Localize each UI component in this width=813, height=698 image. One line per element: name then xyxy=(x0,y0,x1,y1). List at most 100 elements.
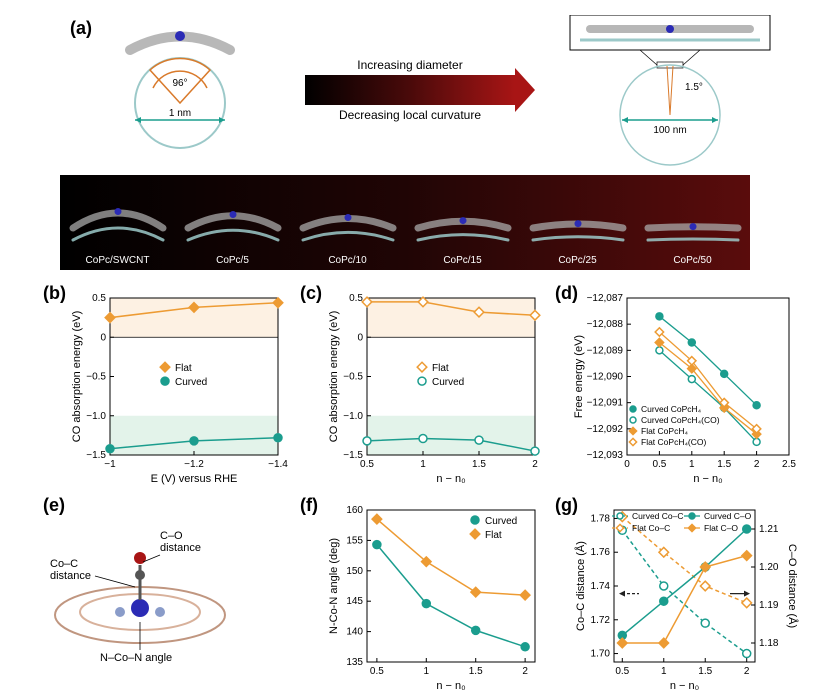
svg-text:Flat: Flat xyxy=(485,530,502,541)
panel-e: C–O distance Co–C distance N–Co–N angle xyxy=(40,510,255,680)
svg-text:1: 1 xyxy=(420,459,426,470)
svg-text:C–O distance (Å): C–O distance (Å) xyxy=(786,544,799,628)
arrow-head xyxy=(515,68,535,112)
large-tube: 1.5° 100 nm xyxy=(540,15,800,165)
svg-text:Curved: Curved xyxy=(432,377,464,388)
svg-text:1: 1 xyxy=(689,459,695,470)
svg-text:n − n₀: n − n₀ xyxy=(670,680,699,692)
svg-text:140: 140 xyxy=(346,627,363,638)
svg-text:2.5: 2.5 xyxy=(782,459,796,470)
svg-text:−1: −1 xyxy=(104,459,116,470)
svg-text:0: 0 xyxy=(624,459,630,470)
svg-text:0.5: 0.5 xyxy=(349,293,363,304)
svg-text:0.5: 0.5 xyxy=(360,459,374,470)
structure-label: CoPc/15 xyxy=(408,255,518,266)
svg-text:100 nm: 100 nm xyxy=(653,125,686,136)
svg-text:Flat CoPcH₄: Flat CoPcH₄ xyxy=(641,426,688,436)
svg-text:n − n₀: n − n₀ xyxy=(436,473,465,485)
chart-f: 1351401451501551600.511.52CurvedFlatn − … xyxy=(325,502,543,692)
svg-text:1.5: 1.5 xyxy=(469,666,483,677)
svg-text:Flat: Flat xyxy=(175,363,192,374)
svg-text:−12,089: −12,089 xyxy=(587,345,624,356)
svg-text:Curved CoPcH₄: Curved CoPcH₄ xyxy=(641,404,702,414)
svg-text:Curved C–O: Curved C–O xyxy=(704,511,752,521)
structure-label: CoPc/25 xyxy=(523,255,633,266)
svg-text:Curved: Curved xyxy=(485,516,517,527)
svg-text:n − n₀: n − n₀ xyxy=(693,473,722,485)
structure-label: CoPc/10 xyxy=(293,255,403,266)
label-f: (f) xyxy=(300,495,318,516)
svg-text:2: 2 xyxy=(754,459,760,470)
svg-text:−0.5: −0.5 xyxy=(343,372,363,383)
svg-text:Flat C–O: Flat C–O xyxy=(704,523,738,533)
svg-text:−1.2: −1.2 xyxy=(184,459,204,470)
chart-d: −12,093 −12,092 −12,091 −12,090 −12,089 −12,0… xyxy=(572,290,797,485)
svg-text:2: 2 xyxy=(522,666,528,677)
svg-text:0.5: 0.5 xyxy=(652,459,666,470)
label-c: (c) xyxy=(300,283,322,304)
svg-text:1.20: 1.20 xyxy=(759,562,779,573)
svg-text:Curved: Curved xyxy=(175,377,207,388)
arrow-top-text: Increasing diameter xyxy=(305,58,515,72)
svg-text:1.78: 1.78 xyxy=(591,513,611,524)
svg-text:1: 1 xyxy=(424,666,430,677)
svg-text:E (V) versus RHE: E (V) versus RHE xyxy=(151,473,238,485)
svg-text:−1.4: −1.4 xyxy=(268,459,288,470)
svg-text:0: 0 xyxy=(100,332,106,343)
svg-text:1.5: 1.5 xyxy=(472,459,486,470)
svg-text:1.70: 1.70 xyxy=(591,649,611,660)
svg-text:160: 160 xyxy=(346,505,363,516)
svg-text:1 nm: 1 nm xyxy=(169,108,191,119)
svg-text:CO absorption energy (eV): CO absorption energy (eV) xyxy=(328,311,340,442)
svg-text:−12,087: −12,087 xyxy=(587,293,624,304)
svg-text:n − n₀: n − n₀ xyxy=(436,680,465,692)
svg-text:−1.0: −1.0 xyxy=(86,411,106,422)
svg-text:0.5: 0.5 xyxy=(615,666,629,677)
chart-g: 1.70 1.72 1.74 1.76 1.78 1.18 1.19 1.20 1.21 0.5 1… xyxy=(572,502,797,692)
svg-text:Co–C distance (Å): Co–C distance (Å) xyxy=(574,541,587,631)
svg-text:−12,092: −12,092 xyxy=(587,424,624,435)
chart-b: −1.5−1.0−0.500.5−1−1.2−1.4FlatCurvedE (V… xyxy=(68,290,286,485)
svg-text:1.74: 1.74 xyxy=(591,581,611,592)
structure-label: CoPc/50 xyxy=(638,255,748,266)
svg-text:2: 2 xyxy=(532,459,538,470)
svg-text:−12,088: −12,088 xyxy=(587,319,624,330)
svg-text:N-Co-N angle (deg): N-Co-N angle (deg) xyxy=(328,538,340,634)
svg-text:−12,091: −12,091 xyxy=(587,398,624,409)
svg-text:Curved CoPcH₄(CO): Curved CoPcH₄(CO) xyxy=(641,415,720,425)
coc-dist-label: Co–C distance xyxy=(50,558,91,582)
svg-text:145: 145 xyxy=(346,596,363,607)
panel-a-bottom: CoPc/SWCNT CoPc/5 CoPc/10 CoPc/15 CoPc/2… xyxy=(60,175,750,270)
svg-text:−12,093: −12,093 xyxy=(587,450,624,461)
svg-text:1.5°: 1.5° xyxy=(685,82,703,93)
svg-text:Free energy (eV): Free energy (eV) xyxy=(573,335,585,418)
panel-a-top: 96° 1 nm Increasing diameter Decreasing … xyxy=(60,10,750,170)
svg-text:Flat CoPcH₄(CO): Flat CoPcH₄(CO) xyxy=(641,437,707,447)
chart-c: −1.5−1.0−0.500.50.511.52FlatCurvedn − n₀… xyxy=(325,290,543,485)
gradient-arrow xyxy=(305,75,515,105)
svg-text:0: 0 xyxy=(357,332,363,343)
svg-text:1.72: 1.72 xyxy=(591,615,611,626)
svg-text:Flat Co–C: Flat Co–C xyxy=(632,523,670,533)
svg-text:−12,090: −12,090 xyxy=(587,372,624,383)
svg-text:1.5: 1.5 xyxy=(698,666,712,677)
svg-text:1.21: 1.21 xyxy=(759,524,779,535)
small-tube: 96° 1 nm xyxy=(115,28,245,158)
structure-label: CoPc/SWCNT xyxy=(63,255,173,266)
co-dist-label: C–O distance xyxy=(160,530,201,554)
svg-text:1: 1 xyxy=(661,666,667,677)
svg-text:CO absorption energy (eV): CO absorption energy (eV) xyxy=(71,311,83,442)
svg-text:Flat: Flat xyxy=(432,363,449,374)
svg-text:−0.5: −0.5 xyxy=(86,372,106,383)
svg-text:135: 135 xyxy=(346,657,363,668)
svg-text:−1.0: −1.0 xyxy=(343,411,363,422)
svg-text:2: 2 xyxy=(744,666,750,677)
svg-text:0.5: 0.5 xyxy=(370,666,384,677)
svg-text:96°: 96° xyxy=(172,78,187,89)
svg-text:1.19: 1.19 xyxy=(759,600,779,611)
svg-text:155: 155 xyxy=(346,535,363,546)
label-b: (b) xyxy=(43,283,66,304)
svg-text:0.5: 0.5 xyxy=(92,293,106,304)
svg-text:1.76: 1.76 xyxy=(591,547,611,558)
svg-text:1.18: 1.18 xyxy=(759,638,779,649)
